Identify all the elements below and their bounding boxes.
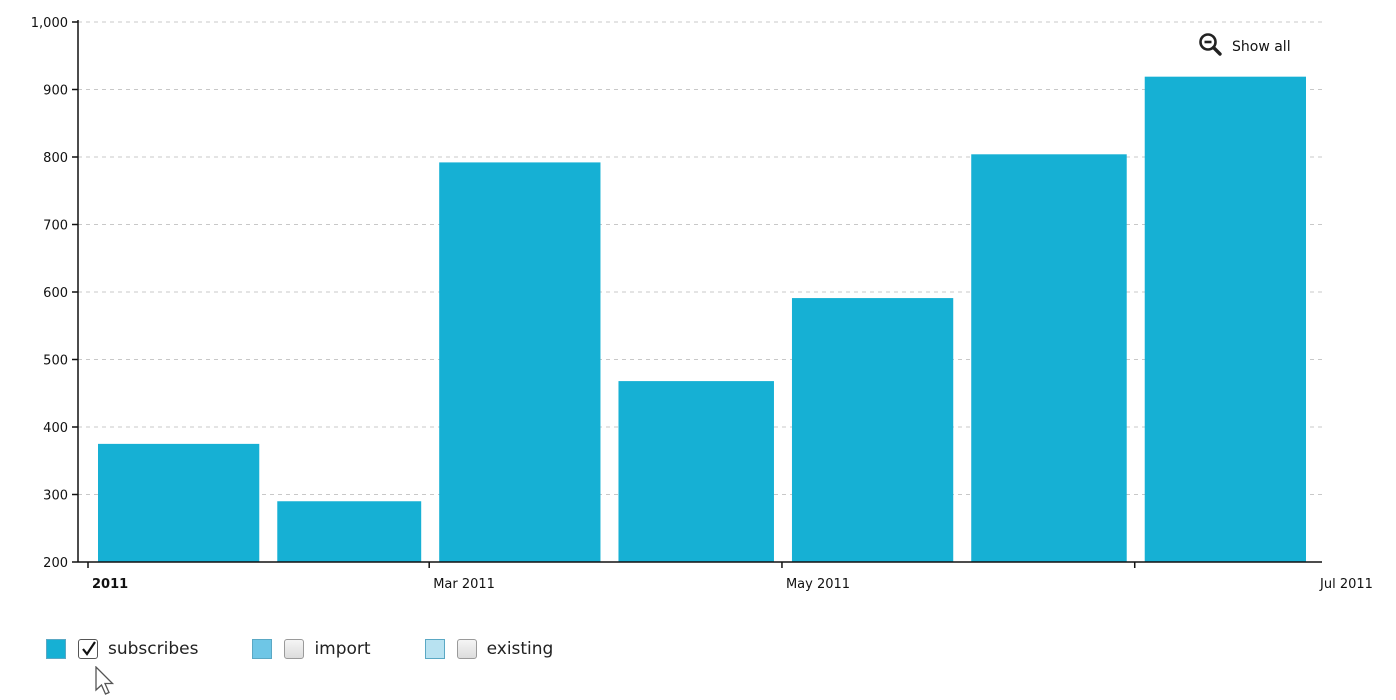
y-tick-label: 600 [43, 286, 68, 301]
legend-label: existing [486, 639, 554, 659]
legend-item-import[interactable]: import [252, 639, 371, 659]
y-tick-label: 800 [43, 151, 68, 166]
bar-chart: 1,000 900 800 700 600 500 400 300 200 2011 Mar 20… [31, 16, 1373, 592]
legend-checkbox[interactable] [456, 639, 477, 659]
bar[interactable] [98, 443, 260, 562]
bar[interactable] [1144, 76, 1306, 563]
legend-label: subscribes [108, 639, 199, 659]
x-axis-ticks: 2011 Mar 2011 May 2011 Jul 2011 [87, 562, 1373, 592]
show-all-button[interactable]: Show all [1198, 32, 1291, 62]
legend-item-subscribes[interactable]: subscribes [46, 639, 198, 659]
legend: subscribes import existing [46, 634, 607, 664]
legend-label: import [314, 639, 371, 659]
y-tick-label: 400 [43, 421, 68, 436]
mouse-pointer-icon [94, 665, 116, 700]
bar[interactable] [277, 501, 422, 562]
y-tick-label: 500 [43, 354, 68, 369]
check-icon [82, 641, 96, 656]
legend-swatch [252, 639, 273, 659]
legend-checkbox[interactable] [78, 639, 98, 659]
legend-swatch [424, 639, 445, 659]
x-tick-label: May 2011 [786, 577, 850, 592]
zoom-out-icon [1198, 32, 1224, 62]
bar[interactable] [971, 154, 1127, 563]
bars [98, 76, 1306, 563]
x-tick-label: Mar 2011 [433, 577, 495, 592]
x-tick-label: Jul 2011 [1319, 577, 1373, 592]
y-axis-ticks: 1,000 900 800 700 600 500 400 300 200 [31, 16, 78, 571]
axes [77, 20, 1322, 563]
y-tick-label: 300 [43, 489, 68, 504]
y-tick-label: 200 [43, 556, 68, 571]
x-tick-label: 2011 [92, 577, 128, 592]
show-all-label: Show all [1232, 39, 1291, 55]
y-tick-label: 1,000 [31, 16, 68, 31]
legend-swatch [46, 639, 66, 659]
y-tick-label: 900 [43, 84, 68, 99]
y-tick-label: 700 [43, 219, 68, 234]
legend-item-existing[interactable]: existing [424, 639, 554, 659]
bar[interactable] [618, 381, 774, 562]
bar[interactable] [791, 298, 954, 562]
legend-checkbox[interactable] [284, 639, 305, 659]
bar[interactable] [439, 162, 601, 562]
